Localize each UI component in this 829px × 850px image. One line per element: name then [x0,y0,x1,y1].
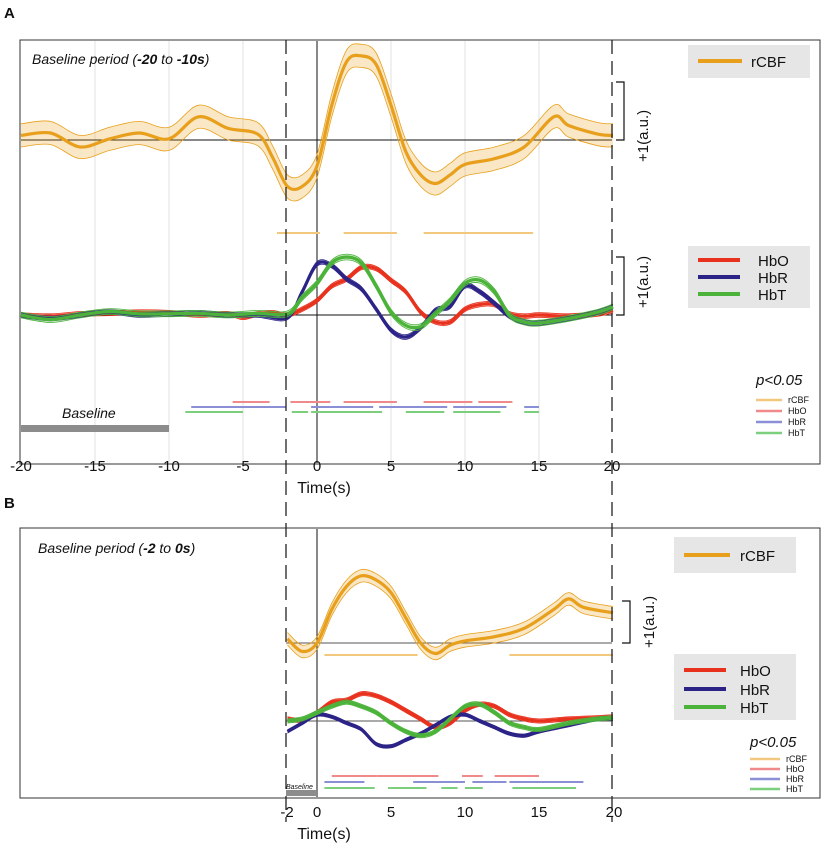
panel-a-label: A [4,5,15,22]
panel-a-rcbf-band [21,43,613,202]
panel-a-rcbf-legend-label: rCBF [751,54,786,71]
panel-a-xticks: -20 -15 -10 -5 0 5 10 15 20 [10,458,620,475]
panel-b-hbo-legend-label: HbO [740,663,771,680]
panel-b-hbr-legend-label: HbR [740,682,770,699]
panel-b-xticks: -2 0 5 10 15 20 [280,804,622,821]
panel-b-sig-legend-rcbf: rCBF [786,754,807,764]
panel-b-rcbf-band-upper [287,568,614,648]
panel-a-hbt-band [21,254,613,331]
panel-a-sig-legend-rcbf: rCBF [788,395,809,405]
panel-b-xtick: -2 [280,804,293,821]
panel-b-xlabel: Time(s) [297,826,351,843]
panel-a-sig-legend-hbt: HbT [788,428,806,438]
panel-a-sig-legend-hbr: HbR [788,417,807,427]
panel-a-xlabel: Time(s) [297,480,351,497]
panel-b-sig-legend-hbo: HbO [786,764,805,774]
panel-b-xtick: 10 [457,804,474,821]
panel-b-hbt-line [287,700,614,738]
panel-a-baseline-bar [21,425,169,432]
panel-a-hb-scale-bar [616,256,625,316]
panel-b-frame [19,527,821,799]
panel-a-xtick: 15 [531,458,548,475]
panel-a-sig-title: p<0.05 [755,372,803,389]
panel-b-rcbf-scale-bar [622,600,631,644]
panel-a-xtick: 0 [313,458,321,475]
panel-b-hbt-band-upper [287,699,614,735]
panel-b: B Baseline period (-2 to 0s) Baseline rC… [4,495,821,843]
panel-b-rcbf-legend-label: rCBF [740,548,775,565]
panel-b-sig-legend-hbr: HbR [786,774,805,784]
panel-b-baseline-period: Baseline period (-2 to 0s) [38,540,195,556]
panel-b-xtick: 5 [387,804,395,821]
panel-b-rcbf-band-lower [287,581,614,661]
panel-b-rcbf-line [286,573,614,656]
panel-a-hbo-legend-label: HbO [758,253,789,270]
panel-a-grid [94,41,540,463]
panel-a-rcbf-band-lower [20,66,614,202]
panel-b-plot [286,568,614,789]
panel-b-baseline-bar [286,790,317,796]
panel-a-baseline-bar-label: Baseline [62,405,116,421]
panel-b-hbt-band-lower [287,703,614,739]
panel-b-hbr-line [286,712,614,749]
panel-a-rcbf-band-upper [20,43,614,179]
panel-b-sig-legend-hbt: HbT [786,784,804,794]
panel-b-xtick: 15 [531,804,548,821]
panel-b-sig-title: p<0.05 [749,734,797,751]
panel-b-baseline-bar-label: Baseline [286,784,313,791]
panel-a-hbr-legend-label: HbR [758,270,788,287]
panel-a: A Baseline period (-20 to -10s) Baseline… [4,5,821,497]
panel-a-xtick: -20 [10,458,32,475]
panel-a-baseline-period: Baseline period (-20 to -10s) [32,51,209,67]
panel-b-xtick: 0 [313,804,321,821]
panel-b-label: B [4,495,15,512]
panel-b-rcbf-scale-label: +1(a.u.) [641,596,658,648]
panel-a-xtick: -10 [158,458,180,475]
panel-a-xtick: 10 [457,458,474,475]
panel-a-frame [19,39,821,465]
panel-b-xtick: 20 [606,804,623,821]
panel-a-rcbf-scale-label: +1(a.u.) [635,110,652,162]
panel-a-plot [20,43,614,413]
panel-a-xtick: -5 [236,458,249,475]
panel-a-rcbf-scale-bar [616,81,625,141]
panel-b-hbt-legend-label: HbT [740,700,768,717]
panel-a-xtick: 5 [387,458,395,475]
panel-a-hbt-legend-label: HbT [758,287,786,304]
panel-a-sig-legend-hbo: HbO [788,406,807,416]
panel-a-rcbf-line [20,53,614,192]
panel-a-xtick: -15 [84,458,106,475]
panel-a-hbt-line [20,255,614,330]
panel-a-hb-scale-label: +1(a.u.) [635,256,652,308]
